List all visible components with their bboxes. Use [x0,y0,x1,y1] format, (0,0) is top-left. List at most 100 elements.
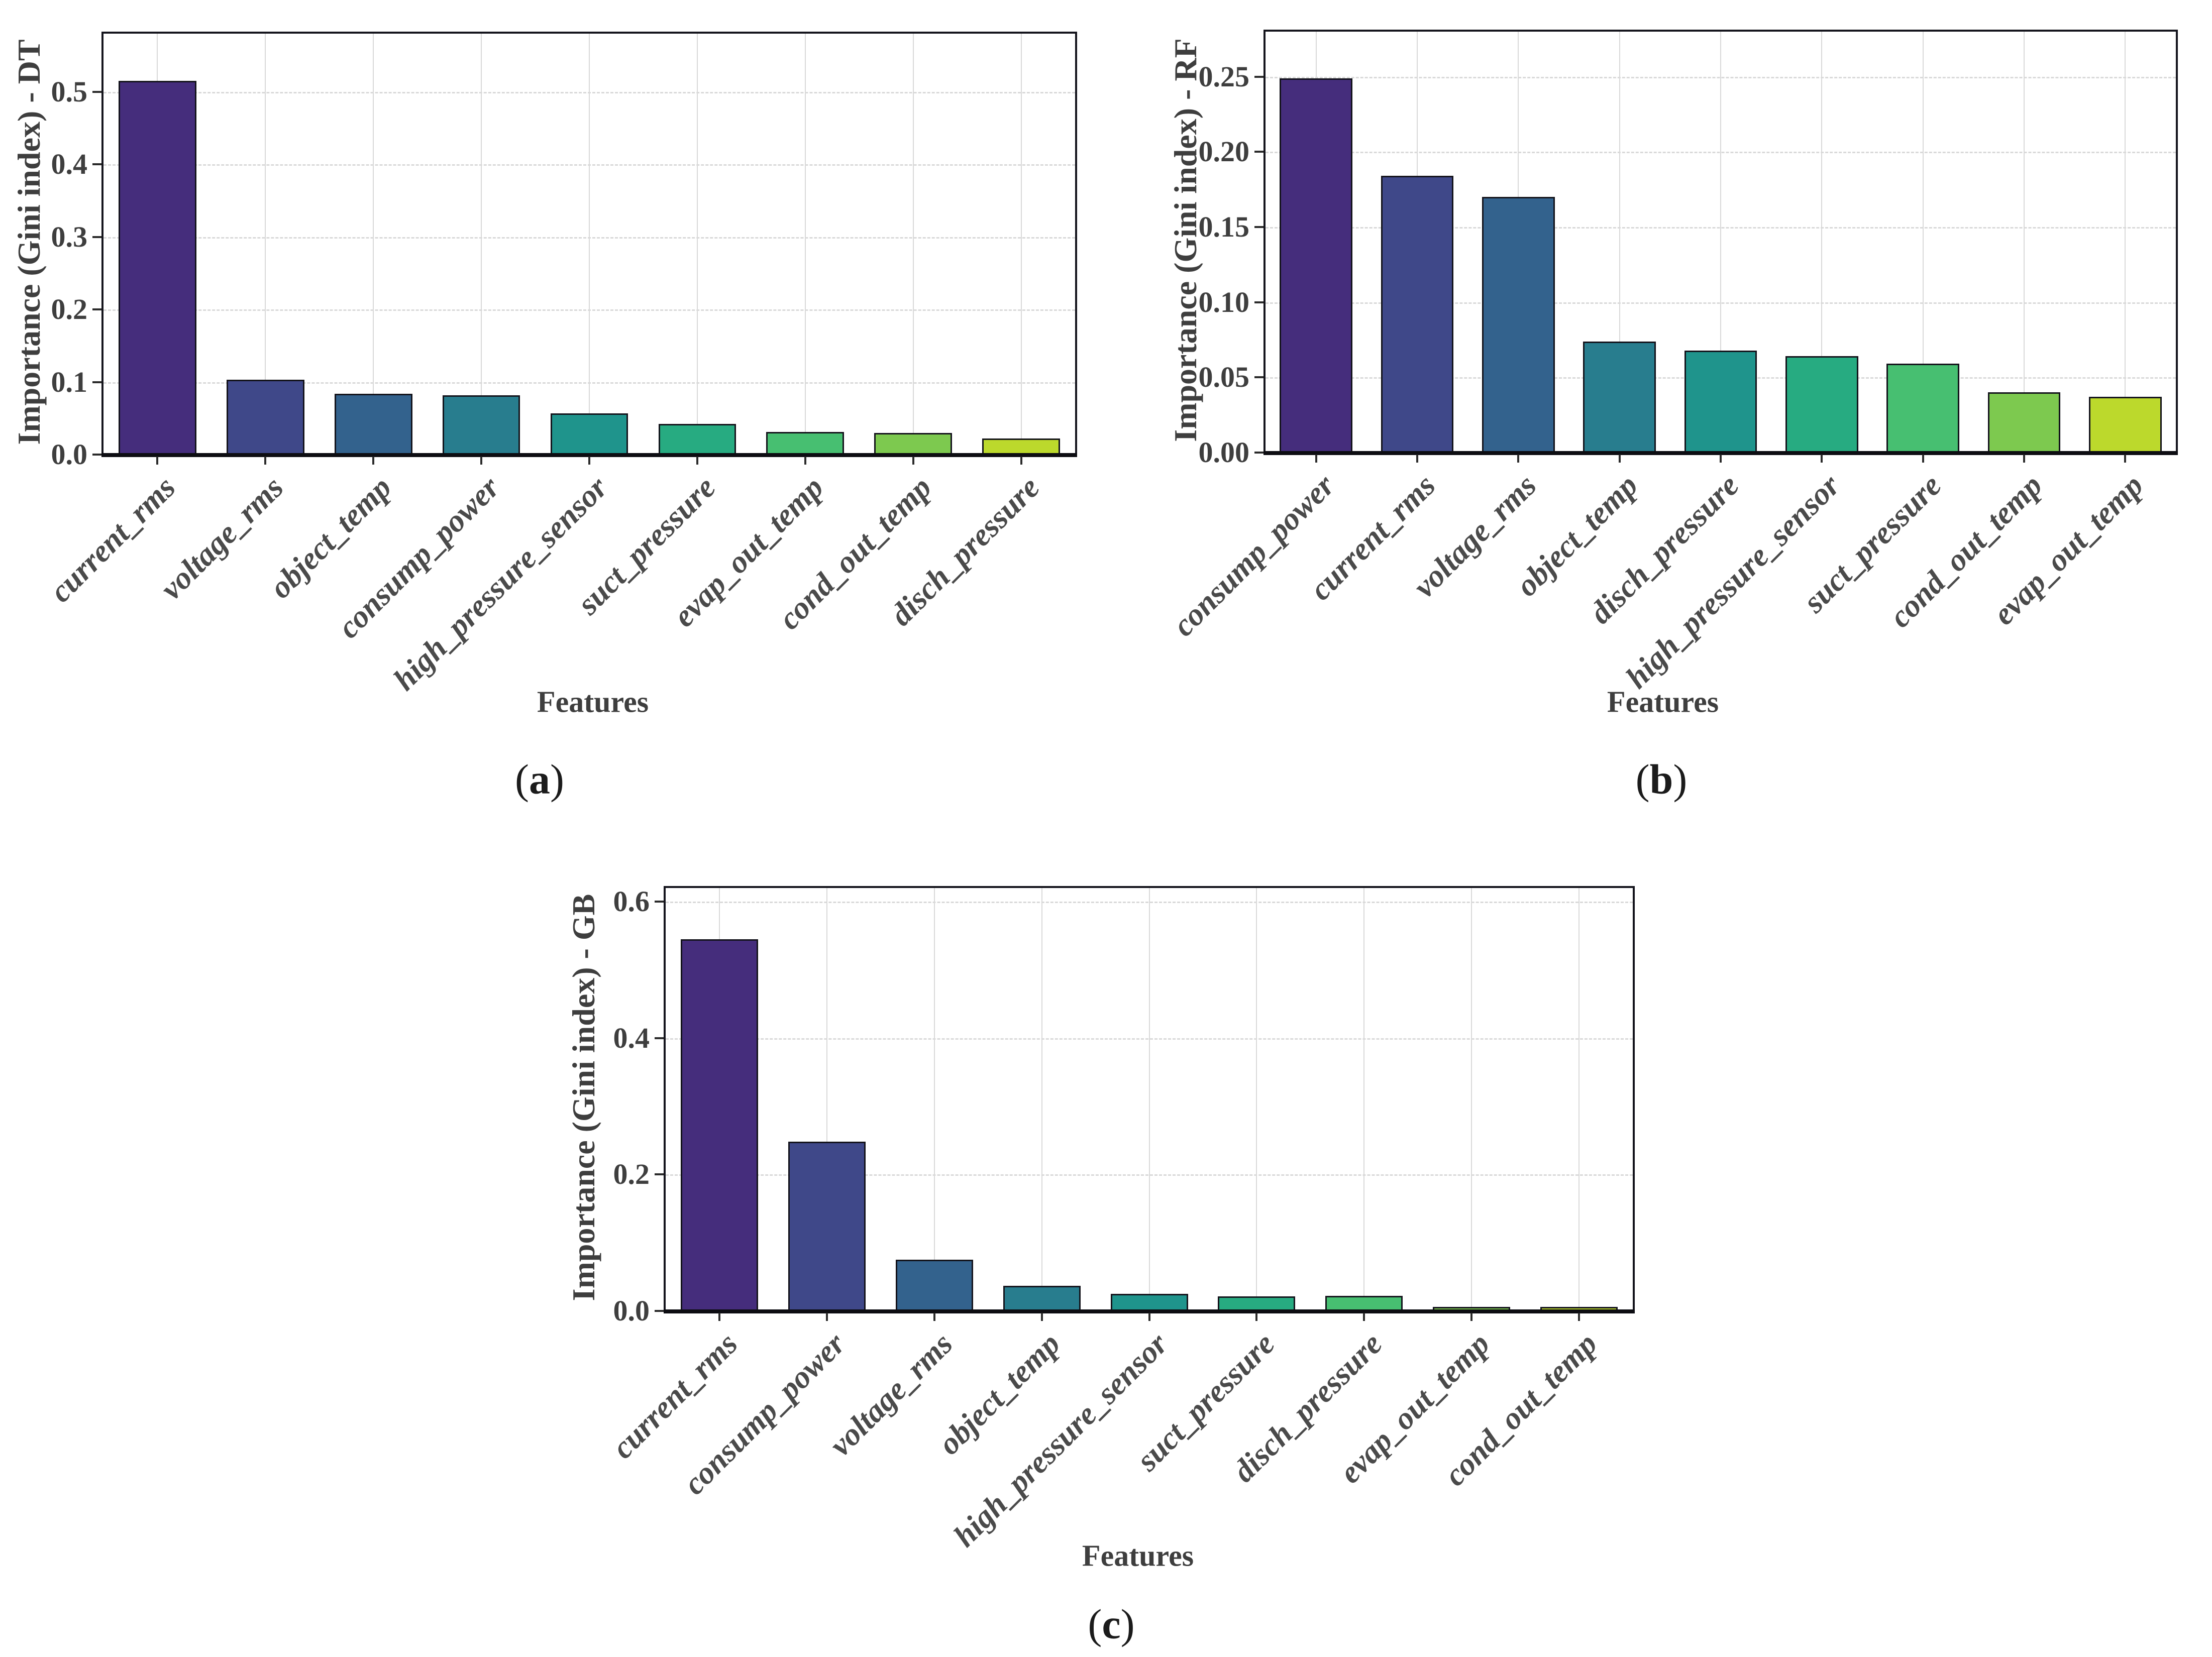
y-tick-label: 0.3 [51,220,88,253]
vertical-gridline [804,34,806,455]
y-tick-mark [92,163,101,166]
x-axis-title-a: Features [537,685,649,719]
y-tick-label: 0.4 [613,1021,650,1054]
bar-current_rms [1381,176,1454,453]
caption-open: ( [1088,1601,1102,1648]
y-tick-mark [92,236,101,238]
x-axis-title-c: Features [1082,1539,1194,1573]
vertical-gridline [1041,888,1042,1311]
bar-evap_out_temp [766,432,845,455]
bar-object_temp [1583,341,1656,453]
y-tick-mark [655,1173,664,1176]
x-tick-mark [804,457,806,465]
vertical-gridline [1363,888,1365,1311]
vertical-gridline [1821,32,1823,453]
bar-current_rms [680,939,758,1311]
vertical-gridline [1256,888,1257,1311]
x-tick-mark [1720,455,1722,463]
horizontal-gridline [103,309,1075,311]
x-tick-mark [825,1313,828,1321]
y-tick-mark [1254,376,1263,379]
y-axis-label-c: Importance (Gini index) - GB [566,894,601,1301]
vertical-gridline [373,34,374,455]
x-tick-mark [588,457,590,465]
x-tick-mark [696,457,698,465]
x-tick-mark [912,457,914,465]
plot-area-c: 0.0 0.2 0.4 0.6 current_rms consump_power volt… [605,885,1635,1554]
vertical-gridline [1720,32,1721,453]
x-tick-mark [1255,1313,1258,1321]
x-tick-mark [1821,455,1823,463]
horizontal-gridline [103,382,1075,384]
horizontal-gridline [1266,227,2176,229]
x-tick-mark [933,1313,935,1321]
vertical-gridline [912,34,914,455]
horizontal-gridline [666,902,1633,904]
caption-c: (c) [1088,1600,1134,1649]
x-tick-label: suct_pressure [570,470,722,621]
y-tick-label: 0.10 [1198,285,1250,318]
y-tick-label: 0.6 [613,885,650,918]
x-tick-mark [372,457,375,465]
bar-disch_pressure [1684,350,1757,453]
horizontal-gridline [103,91,1075,93]
caption-open: ( [515,756,529,803]
vertical-gridline [589,34,590,455]
x-tick-mark [1922,455,1924,463]
y-tick-mark [655,1037,664,1039]
y-tick-label: 0.2 [51,293,88,326]
x-axis-line [101,453,1077,457]
y-tick-label: 0.25 [1198,60,1250,93]
horizontal-gridline [1266,76,2176,78]
y-tick-mark [1254,151,1263,153]
bar-disch_pressure [982,438,1060,455]
caption-close: ) [1673,756,1688,803]
bar-disch_pressure [1325,1296,1403,1311]
caption-b: (b) [1636,755,1688,804]
bar-suct_pressure [1218,1296,1296,1311]
bar-suct_pressure [1886,364,1960,453]
x-tick-mark [1148,1313,1150,1321]
caption-a: (a) [515,755,564,804]
x-tick-label: cond_out_temp [771,470,938,636]
bar-cond_out_temp [1987,392,2061,453]
x-tick-mark [480,457,483,465]
y-tick-label: 0.15 [1198,210,1250,244]
bar-consump_power [442,395,520,455]
horizontal-gridline [1266,302,2176,304]
x-tick-label: evap_out_temp [666,470,830,634]
bar-evap_out_temp [2088,397,2162,453]
x-tick-mark [1618,455,1621,463]
vertical-gridline [2024,32,2025,453]
x-tick-mark [1363,1313,1365,1321]
bar-high_pressure_sensor [1785,356,1858,453]
horizontal-gridline [666,1174,1633,1176]
caption-close: ) [550,756,564,803]
bar-suct_pressure [658,424,736,455]
vertical-gridline [2125,32,2126,453]
caption-letter-a: a [529,756,550,803]
x-tick-mark [264,457,267,465]
caption-close: ) [1120,1601,1135,1648]
y-tick-label: 0.1 [51,365,88,398]
y-tick-mark [92,90,101,93]
bar-voltage_rms [226,380,304,455]
x-axis-line [1263,451,2178,455]
vertical-gridline [1020,34,1022,455]
vertical-gridline [481,34,482,455]
bar-cond_out_temp [874,432,953,455]
y-tick-mark [1254,452,1263,454]
caption-letter-b: b [1649,756,1673,803]
bar-object_temp [1003,1285,1081,1311]
y-tick-mark [1254,226,1263,229]
y-tick-label: 0.00 [1198,436,1250,469]
bar-evap_out_temp [1433,1306,1511,1311]
vertical-gridline [826,888,827,1311]
caption-letter-c: c [1102,1601,1121,1648]
vertical-gridline [1148,888,1150,1311]
x-axis-line [664,1309,1635,1313]
vertical-gridline [1578,888,1580,1311]
y-tick-label: 0.20 [1198,135,1250,168]
x-tick-mark [1578,1313,1581,1321]
